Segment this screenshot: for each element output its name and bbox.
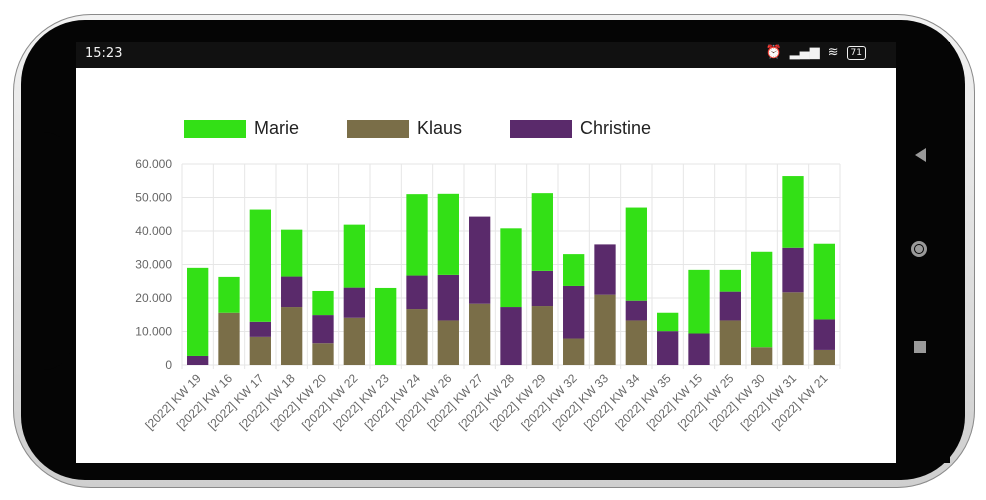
legend-item-christine[interactable]: Christine	[510, 118, 651, 139]
status-icons: ⏰ ▂▄▆ ≋ 71	[765, 45, 866, 60]
alarm-icon: ⏰	[765, 45, 782, 60]
y-tick-label: 50.000	[135, 191, 172, 205]
legend-item-klaus[interactable]: Klaus	[347, 118, 462, 139]
y-tick-label: 30.000	[135, 258, 172, 272]
bar-segment-christine[interactable]	[469, 216, 491, 304]
stacked-bar-chart: 010.00020.00030.00040.00050.00060.000[20…	[135, 157, 841, 433]
bar-segment-klaus[interactable]	[625, 320, 647, 365]
bar-segment-marie[interactable]	[500, 228, 522, 308]
bar-segment-marie[interactable]	[343, 224, 365, 288]
chart-legend: Marie Klaus Christine	[184, 118, 651, 139]
bar-segment-marie[interactable]	[719, 269, 741, 292]
clock: 15:23	[85, 46, 123, 61]
bar-segment-marie[interactable]	[375, 287, 397, 365]
bar-segment-klaus[interactable]	[437, 320, 459, 365]
bar-segment-marie[interactable]	[813, 243, 835, 320]
legend-swatch-christine	[510, 119, 573, 138]
bar-segment-klaus[interactable]	[249, 336, 271, 365]
bar-segment-marie[interactable]	[688, 269, 710, 334]
legend-item-marie[interactable]: Marie	[184, 118, 299, 139]
bar-segment-christine[interactable]	[343, 287, 365, 318]
bar-segment-christine[interactable]	[625, 300, 647, 321]
phone-edge	[21, 132, 73, 370]
bar-segment-klaus[interactable]	[312, 343, 334, 365]
bar-segment-klaus[interactable]	[406, 309, 428, 365]
bar-segment-klaus[interactable]	[469, 303, 491, 365]
bar-segment-klaus[interactable]	[343, 317, 365, 365]
signal-icon: ▂▄▆	[789, 45, 820, 60]
y-tick-label: 20.000	[135, 291, 172, 305]
bar-segment-klaus[interactable]	[782, 292, 804, 365]
bar-segment-christine[interactable]	[437, 274, 459, 321]
legend-label-klaus: Klaus	[417, 118, 463, 138]
bar-segment-marie[interactable]	[625, 207, 647, 301]
bar-segment-marie[interactable]	[312, 290, 334, 316]
y-tick-label: 40.000	[135, 224, 172, 238]
bar-segment-marie[interactable]	[782, 176, 804, 248]
y-tick-label: 0	[165, 358, 172, 372]
bar-segment-christine[interactable]	[500, 307, 522, 365]
bar-segment-christine[interactable]	[719, 291, 741, 321]
recents-icon[interactable]	[914, 341, 926, 353]
app-screen: 15:23 ⏰ ▂▄▆ ≋ 71 Marie Klaus Christine 0…	[76, 42, 896, 463]
bar-segment-klaus[interactable]	[531, 306, 553, 365]
battery-icon: 71	[846, 45, 866, 60]
bar-segment-klaus[interactable]	[218, 312, 240, 365]
bar-segment-marie[interactable]	[563, 254, 585, 286]
legend-label-marie: Marie	[254, 118, 300, 138]
bar-segment-marie[interactable]	[751, 251, 773, 348]
bar-segment-klaus[interactable]	[281, 307, 303, 365]
bar-segment-christine[interactable]	[563, 285, 585, 339]
y-tick-label: 60.000	[135, 157, 172, 171]
bar-segment-klaus[interactable]	[813, 349, 835, 365]
bar-segment-christine[interactable]	[594, 244, 616, 295]
bar-segment-christine[interactable]	[531, 270, 553, 307]
status-bar: 15:23 ⏰ ▂▄▆ ≋ 71	[76, 42, 896, 68]
home-icon[interactable]	[911, 241, 927, 257]
bar-segment-klaus[interactable]	[594, 294, 616, 365]
bar-segment-marie[interactable]	[657, 312, 679, 332]
bar-segment-klaus[interactable]	[563, 338, 585, 365]
bar-segment-marie[interactable]	[218, 276, 240, 313]
bar-segment-marie[interactable]	[249, 209, 271, 322]
bar-segment-christine[interactable]	[688, 333, 710, 365]
bar-segment-christine[interactable]	[813, 319, 835, 350]
bar-segment-christine[interactable]	[657, 331, 679, 365]
legend-swatch-klaus	[347, 119, 410, 138]
back-icon[interactable]	[915, 148, 926, 162]
bar-segment-marie[interactable]	[406, 194, 428, 276]
legend-swatch-marie	[184, 119, 246, 138]
legend-label-christine: Christine	[580, 118, 652, 138]
y-tick-label: 10.000	[135, 325, 172, 339]
bar-segment-christine[interactable]	[187, 355, 209, 365]
wifi-icon: ≋	[827, 45, 839, 60]
bar-segment-christine[interactable]	[406, 275, 428, 310]
bar-segment-marie[interactable]	[437, 193, 459, 275]
bar-segment-christine[interactable]	[312, 315, 334, 344]
bar-segment-christine[interactable]	[281, 276, 303, 308]
bar-segment-marie[interactable]	[531, 193, 553, 271]
bar-segment-marie[interactable]	[187, 267, 209, 356]
bar-segment-christine[interactable]	[249, 321, 271, 337]
bar-segment-marie[interactable]	[281, 229, 303, 277]
home-icon-center	[915, 245, 923, 253]
bar-segment-klaus[interactable]	[751, 347, 773, 365]
bar-segment-christine[interactable]	[782, 247, 804, 293]
bar-segment-klaus[interactable]	[719, 320, 741, 365]
